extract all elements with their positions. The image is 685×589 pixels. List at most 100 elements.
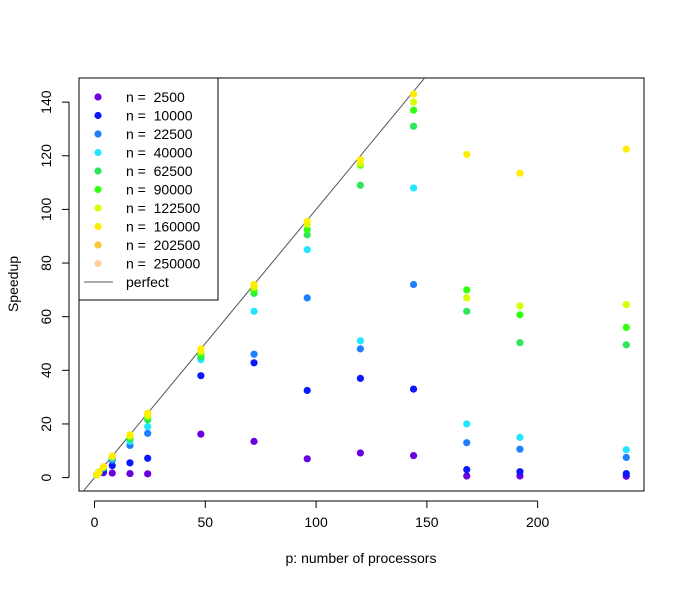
y-tick-label: 40 bbox=[38, 362, 54, 378]
data-point bbox=[99, 463, 107, 471]
x-axis: 0 50 100 150 200 bbox=[91, 500, 550, 530]
data-point bbox=[622, 341, 630, 349]
data-point bbox=[463, 307, 471, 315]
data-point bbox=[463, 420, 471, 428]
data-point bbox=[303, 225, 311, 234]
legend-label: n = 2500 bbox=[126, 89, 185, 105]
data-point bbox=[463, 294, 471, 302]
y-tick-label: 80 bbox=[38, 255, 54, 271]
data-point bbox=[622, 323, 630, 332]
y-tick-label: 0 bbox=[38, 473, 54, 481]
data-point bbox=[126, 469, 134, 478]
legend-marker bbox=[94, 185, 102, 194]
data-point bbox=[409, 122, 418, 130]
data-point bbox=[356, 374, 364, 382]
data-point bbox=[356, 449, 364, 457]
x-tick-label: 100 bbox=[304, 514, 328, 530]
data-point bbox=[250, 359, 258, 367]
data-point bbox=[303, 246, 311, 254]
y-tick-label: 100 bbox=[38, 198, 54, 222]
data-point bbox=[622, 469, 630, 478]
data-point bbox=[250, 280, 258, 289]
data-point bbox=[463, 465, 471, 474]
data-point bbox=[463, 472, 471, 480]
data-point bbox=[144, 454, 152, 462]
y-axis: 0 20 40 60 80 100 120 140 bbox=[38, 90, 70, 481]
data-point bbox=[144, 409, 152, 417]
data-point bbox=[622, 446, 630, 454]
data-point bbox=[303, 386, 311, 395]
y-tick-label: 60 bbox=[38, 309, 54, 325]
data-point bbox=[197, 345, 205, 353]
data-point bbox=[516, 311, 524, 319]
data-point bbox=[409, 452, 418, 460]
legend-label: perfect bbox=[126, 274, 169, 290]
y-tick-label: 120 bbox=[38, 144, 54, 168]
data-point bbox=[144, 429, 152, 437]
legend: n = 2500 n = 10000 n = 22500 n = 40000 n = 6… bbox=[78, 77, 219, 301]
legend-label: n = 22500 bbox=[126, 126, 193, 142]
data-point bbox=[463, 286, 471, 294]
data-point bbox=[622, 301, 630, 309]
legend-label: n = 10000 bbox=[126, 108, 193, 124]
legend-label: n = 62500 bbox=[126, 163, 193, 179]
data-point bbox=[126, 431, 134, 439]
data-point bbox=[622, 145, 630, 153]
legend-label: n = 122500 bbox=[126, 200, 201, 216]
data-point bbox=[197, 430, 205, 438]
y-axis-title: Speedup bbox=[5, 256, 21, 312]
data-point bbox=[409, 98, 418, 106]
data-point bbox=[303, 294, 311, 302]
data-point bbox=[250, 437, 258, 445]
legend-marker bbox=[94, 241, 102, 249]
legend-marker bbox=[94, 130, 102, 138]
data-point bbox=[409, 184, 418, 192]
legend-marker bbox=[94, 204, 102, 212]
legend-marker bbox=[94, 167, 102, 175]
data-point bbox=[516, 169, 524, 177]
data-point bbox=[108, 452, 116, 460]
legend-label: n = 90000 bbox=[126, 182, 193, 198]
data-point bbox=[250, 350, 258, 358]
legend-label: n = 250000 bbox=[126, 256, 201, 272]
x-tick-label: 200 bbox=[526, 514, 550, 530]
legend-marker bbox=[94, 222, 102, 231]
perfect-speedup-line bbox=[82, 78, 426, 491]
legend-label: n = 202500 bbox=[126, 237, 201, 253]
data-point bbox=[463, 439, 471, 447]
y-tick-label: 20 bbox=[38, 416, 54, 432]
x-axis-title: p: number of processors bbox=[286, 550, 437, 566]
y-tick-label: 140 bbox=[38, 90, 54, 114]
data-point bbox=[516, 468, 524, 476]
data-point bbox=[409, 280, 418, 289]
data-point bbox=[356, 181, 364, 189]
data-point bbox=[303, 217, 311, 226]
data-point bbox=[126, 459, 134, 467]
legend-marker bbox=[94, 259, 102, 268]
x-tick-label: 50 bbox=[198, 514, 214, 530]
legend-marker bbox=[94, 111, 102, 120]
data-point bbox=[356, 156, 364, 164]
legend-label: n = 160000 bbox=[126, 219, 201, 235]
legend-label: n = 40000 bbox=[126, 145, 193, 161]
legend-box bbox=[78, 77, 219, 301]
data-point bbox=[303, 455, 311, 463]
data-point bbox=[144, 470, 152, 478]
x-tick-label: 150 bbox=[415, 514, 439, 530]
data-point bbox=[356, 345, 364, 353]
data-point bbox=[516, 433, 524, 441]
data-point bbox=[197, 372, 205, 380]
x-tick-label: 0 bbox=[91, 514, 99, 530]
data-point bbox=[409, 385, 418, 393]
data-point bbox=[463, 150, 471, 159]
data-point bbox=[95, 468, 103, 476]
data-point bbox=[356, 337, 364, 345]
data-point bbox=[516, 302, 524, 310]
data-point bbox=[516, 339, 524, 347]
data-point bbox=[409, 90, 418, 98]
reference-line-layer bbox=[82, 78, 426, 491]
data-point bbox=[303, 231, 311, 239]
data-point bbox=[516, 445, 524, 453]
legend-marker bbox=[94, 148, 102, 157]
